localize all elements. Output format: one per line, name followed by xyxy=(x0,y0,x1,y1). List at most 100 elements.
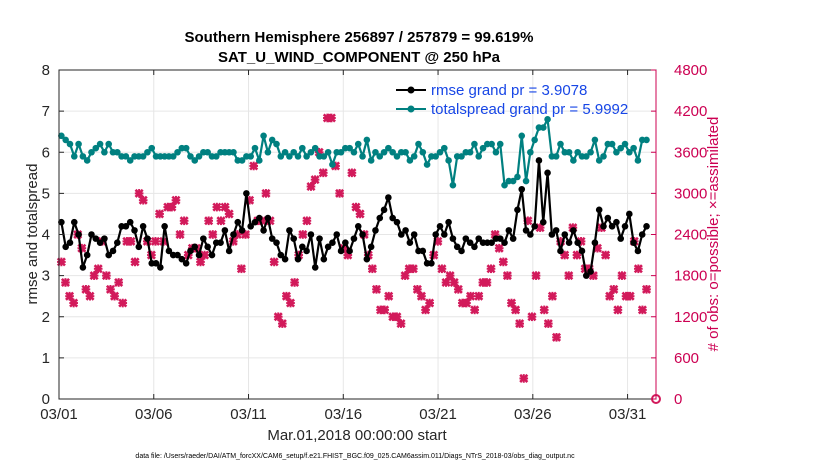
totalspread-point xyxy=(393,153,401,160)
legend: rmse grand pr = 3.9078 totalspread grand… xyxy=(396,82,628,118)
rmse-point xyxy=(178,255,186,263)
y-tick-label: 4 xyxy=(42,227,50,244)
obs-assimilated-marker xyxy=(380,305,390,315)
obs-assimilated-marker xyxy=(335,188,345,198)
rmse-point xyxy=(522,227,530,234)
totalspread-point xyxy=(144,148,151,156)
obs-assimilated-marker xyxy=(605,291,615,301)
totalspread-point xyxy=(492,148,500,156)
obs-assimilated-marker xyxy=(69,298,79,308)
obs-assimilated-marker xyxy=(494,243,504,253)
totalspread-point xyxy=(311,144,319,152)
totalspread-point xyxy=(212,153,220,160)
totalspread-point xyxy=(557,140,564,148)
rmse-point xyxy=(574,239,581,247)
rmse-point xyxy=(264,214,272,222)
rmse-point xyxy=(79,264,87,271)
obs-assimilated-marker xyxy=(277,319,287,329)
rmse-point xyxy=(109,247,117,255)
obs-assimilated-marker xyxy=(601,250,611,260)
totalspread-point xyxy=(552,153,560,160)
totalspread-point xyxy=(320,153,328,160)
obs-assimilated-marker xyxy=(150,236,161,246)
legend-spread-label: totalspread grand pr = 5.9992 xyxy=(431,101,628,118)
y-right-tick-label: 600 xyxy=(674,350,699,367)
rmse-point xyxy=(200,235,207,242)
obs-assimilated-marker xyxy=(527,312,537,322)
totalspread-point xyxy=(260,132,267,140)
obs-assimilated-marker xyxy=(642,284,652,294)
rmse-point xyxy=(501,239,508,247)
obs-assimilated-marker xyxy=(531,271,541,281)
totalspread-point xyxy=(187,153,194,160)
rmse-point xyxy=(346,247,353,255)
obs-assimilated-marker xyxy=(625,291,635,301)
rmse-point xyxy=(311,264,319,271)
rmse-point xyxy=(410,231,418,238)
obs-assimilated-marker xyxy=(138,195,148,205)
rmse-point xyxy=(359,231,366,238)
obs-assimilated-marker xyxy=(351,202,361,212)
rmse-point xyxy=(518,185,526,193)
rmse-point xyxy=(88,231,95,238)
totalspread-point xyxy=(70,153,78,160)
obs-assimilated-marker xyxy=(470,305,480,315)
rmse-point xyxy=(432,231,439,238)
obs-assimilated-marker xyxy=(519,373,529,383)
totalspread-point xyxy=(363,136,371,144)
rmse-point xyxy=(376,214,384,222)
rmse-point xyxy=(402,227,409,234)
rmse-point xyxy=(135,243,143,251)
totalspread-point xyxy=(182,144,190,152)
rmse-point xyxy=(363,255,371,263)
obs-assimilated-marker xyxy=(220,202,230,212)
obs-assimilated-marker xyxy=(416,291,426,301)
obs-assimilated-marker xyxy=(110,291,120,301)
totalspread-point xyxy=(432,153,439,160)
rmse-point xyxy=(101,235,108,242)
y-right-tick-label: 1200 xyxy=(674,309,707,326)
x-axis-label: Mar.01,2018 00:00:00 start xyxy=(267,427,447,444)
totalspread-point xyxy=(79,153,87,160)
rmse-point xyxy=(389,214,396,222)
obs-assimilated-marker xyxy=(609,284,619,294)
y-right-tick-label: 3000 xyxy=(674,185,707,202)
totalspread-point xyxy=(329,161,336,168)
obs-assimilated-marker xyxy=(126,236,136,246)
rmse-point xyxy=(105,251,112,259)
totalspread-point xyxy=(294,153,302,160)
obs-assimilated-marker xyxy=(515,319,525,329)
totalspread-point xyxy=(380,148,388,156)
obs-assimilated-marker xyxy=(118,298,128,308)
totalspread-point xyxy=(62,136,69,144)
obs-assimilated-marker xyxy=(347,168,357,178)
y-right-tick-label: 1800 xyxy=(674,268,707,285)
totalspread-point xyxy=(544,116,551,123)
rmse-point xyxy=(260,227,267,234)
rmse-point xyxy=(251,218,259,226)
rmse-point xyxy=(626,210,633,218)
rmse-point xyxy=(509,235,517,242)
totalspread-point xyxy=(101,148,108,156)
rmse-point xyxy=(268,235,276,242)
obs-assimilated-marker xyxy=(506,298,517,308)
rmse-point xyxy=(453,243,461,251)
obs-assimilated-marker xyxy=(617,271,627,281)
obs-assimilated-marker xyxy=(392,312,402,322)
rmse-point xyxy=(367,243,375,251)
obs-assimilated-marker xyxy=(613,305,623,315)
obs-assimilated-marker xyxy=(547,291,557,301)
rmse-point xyxy=(286,227,293,234)
rmse-point xyxy=(333,231,341,238)
y-right-tick-label: 0 xyxy=(674,391,682,408)
rmse-point xyxy=(548,231,556,238)
totalspread-point xyxy=(591,136,599,144)
obs-assimilated-marker xyxy=(421,305,431,315)
y-tick-label: 1 xyxy=(42,350,50,367)
totalspread-point xyxy=(626,148,633,156)
rmse-point xyxy=(161,222,168,230)
obs-assimilated-marker xyxy=(396,319,406,329)
totalspread-point xyxy=(458,153,465,160)
x-tick-label: 03/11 xyxy=(230,406,266,423)
rmse-point xyxy=(255,214,263,222)
